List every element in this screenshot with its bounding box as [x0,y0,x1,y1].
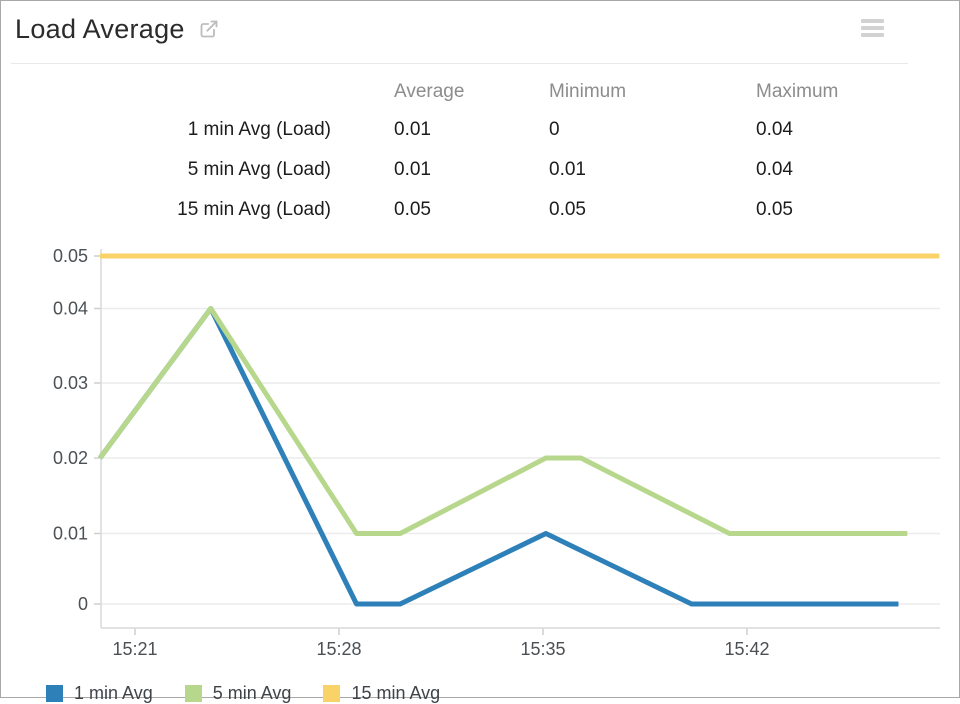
x-tick-label: 15:28 [316,639,361,659]
stats-value-15min-maximum: 0.05 [756,199,793,220]
legend-item-15min-avg[interactable]: 15 min Avg [323,683,440,704]
external-link-icon[interactable] [199,19,219,39]
x-tick-label: 15:21 [112,639,157,659]
stats-value-1min-average: 0.01 [394,119,431,140]
x-tick-label: 15:42 [724,639,769,659]
legend-label-1min-avg: 1 min Avg [74,683,153,703]
widget-title: Load Average [15,14,185,44]
chart-area: 0 0.01 0.02 0.03 0.04 0.05 15:21 15:28 15:35 15:4… [1,236,959,666]
legend-swatch-yellow [323,685,341,702]
x-tick-label: 15:35 [520,639,565,659]
legend-swatch-blue [46,685,63,702]
y-tick-label: 0.02 [53,448,88,468]
legend-item-1min-avg[interactable]: 1 min Avg [46,683,153,704]
stats-value-1min-minimum: 0 [549,119,560,140]
legend-label-15min-avg: 15 min Avg [351,683,441,703]
y-tick-label: 0 [78,594,88,614]
legend-item-5min-avg[interactable]: 5 min Avg [184,683,292,704]
series-line-5-min-avg[interactable] [97,306,908,536]
y-tick-label: 0.03 [53,373,88,393]
stats-row-label-15min: 15 min Avg (Load) [177,199,331,220]
widget-header: Load Average [1,1,959,54]
stats-row-label-5min: 5 min Avg (Load) [187,159,331,180]
series-line-1-min-avg[interactable] [97,306,899,607]
y-tick-label: 0.01 [53,524,88,544]
stats-value-5min-maximum: 0.04 [756,159,793,180]
load-chart-svg[interactable]: 0 0.01 0.02 0.03 0.04 0.05 15:21 15:28 15:35 15:4… [1,236,960,666]
stats-col-header-minimum: Minimum [549,81,627,102]
stats-corner-cell [1,80,331,110]
stats-row-label-1min: 1 min Avg (Load) [187,119,331,140]
stats-value-15min-minimum: 0.05 [549,199,586,220]
stats-col-header-average: Average [394,81,465,102]
y-tick-label: 0.04 [53,299,88,319]
stats-value-5min-minimum: 0.01 [549,159,586,180]
stats-table: Average Minimum Maximum 1 min Avg (Load)… [1,80,959,230]
stats-value-1min-maximum: 0.04 [756,119,793,140]
legend-swatch-green [184,685,202,702]
legend-label-5min-avg: 5 min Avg [212,683,292,703]
hamburger-menu-icon[interactable] [861,19,884,40]
header-divider [11,63,908,64]
y-tick-label: 0.05 [53,246,88,266]
stats-value-5min-average: 0.01 [394,159,431,180]
stats-col-header-maximum: Maximum [756,81,839,102]
chart-legend: 1 min Avg 5 min Avg 15 min Avg [1,683,959,704]
stats-value-15min-average: 0.05 [394,199,431,220]
